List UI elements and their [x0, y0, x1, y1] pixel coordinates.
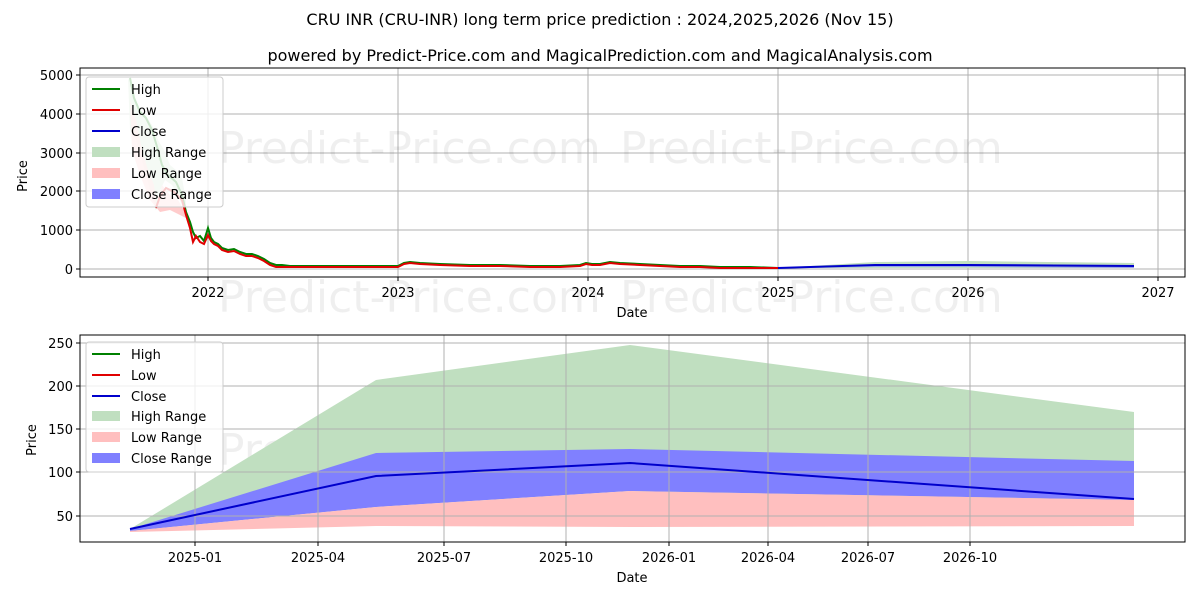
legend-close-range-swatch	[92, 453, 120, 463]
x-tick-label: 2026-07	[841, 551, 895, 566]
x-tick-label: 2023	[381, 286, 414, 301]
legend-low-range-swatch	[92, 168, 120, 178]
y-tick-label: 150	[48, 423, 73, 438]
watermark: Predict-Price.com	[620, 272, 1003, 323]
y-tick-label: 3000	[40, 147, 73, 162]
x-tick-label: 2025-01	[168, 551, 222, 566]
x-tick-label: 2026-04	[741, 551, 795, 566]
x-tick-label: 2026	[951, 286, 984, 301]
legend-high-label: High	[131, 348, 161, 363]
y-tick-label: 200	[48, 380, 73, 395]
legend-close-label: Close	[131, 390, 166, 405]
x-tick-label: 2025-07	[417, 551, 471, 566]
top-x-ticks	[207, 277, 1159, 281]
legend-low-range-label: Low Range	[131, 431, 202, 446]
legend-close-label: Close	[131, 125, 166, 140]
low-line-history	[155, 186, 778, 269]
legend-close-range-swatch	[92, 189, 120, 199]
bottom-grid	[80, 335, 1185, 542]
close-line-forecast	[777, 264, 1135, 269]
y-tick-label: 100	[48, 466, 73, 481]
y-tick-label: 1000	[40, 224, 73, 239]
y-tick-label: 0	[65, 263, 73, 278]
legend-high-range-swatch	[92, 147, 120, 157]
bottom-x-ticks	[194, 542, 971, 546]
legend-high-range-swatch	[92, 411, 120, 421]
watermark: Predict-Price.com	[218, 123, 601, 174]
legend-high-label: High	[131, 83, 161, 98]
x-tick-label: 2027	[1141, 286, 1174, 301]
top-axes-frame	[79, 67, 1186, 278]
bottom-chart: Predict-Price.com Predict-Price.com	[25, 334, 1186, 586]
chart-title: CRU INR (CRU-INR) long term price predic…	[306, 10, 894, 29]
x-axis-label: Date	[616, 306, 647, 321]
x-axis-label: Date	[616, 571, 647, 586]
y-tick-label: 5000	[40, 69, 73, 84]
watermark: Predict-Price.com	[218, 272, 601, 323]
legend-low-label: Low	[131, 104, 157, 119]
y-axis-label: Price	[25, 424, 40, 456]
legend-close-range-label: Close Range	[131, 452, 212, 467]
legend-low-range-label: Low Range	[131, 167, 202, 182]
x-tick-label: 2026-01	[642, 551, 696, 566]
legend-low-range-swatch	[92, 432, 120, 442]
y-tick-label: 2000	[40, 185, 73, 200]
x-tick-label: 2026-10	[943, 551, 997, 566]
top-chart: Predict-Price.com Predict-Price.com Pred…	[16, 67, 1186, 323]
y-tick-label: 4000	[40, 108, 73, 123]
top-legend: High Low Close High Range Low Range Clos…	[85, 76, 224, 208]
y-axis-label: Price	[16, 160, 31, 192]
legend-close-range-label: Close Range	[131, 188, 212, 203]
close-range-area	[130, 449, 1134, 531]
chart-subtitle: powered by Predict-Price.com and Magical…	[267, 46, 933, 65]
top-grid	[80, 68, 1185, 277]
close-forecast-line	[129, 461, 1135, 530]
watermark: Predict-Price.com	[620, 123, 1003, 174]
x-tick-label: 2025	[761, 286, 794, 301]
y-tick-label: 50	[56, 510, 73, 525]
x-tick-label: 2024	[571, 286, 604, 301]
bottom-y-ticks	[76, 342, 80, 517]
legend-low-label: Low	[131, 369, 157, 384]
x-tick-label: 2022	[191, 286, 224, 301]
bottom-legend: High Low Close High Range Low Range Clos…	[85, 341, 224, 473]
x-tick-label: 2025-04	[291, 551, 345, 566]
y-tick-label: 250	[48, 337, 73, 352]
legend-high-range-label: High Range	[131, 410, 206, 425]
low-range-area	[130, 491, 1134, 532]
legend-high-range-label: High Range	[131, 146, 206, 161]
bottom-axes-frame	[79, 334, 1186, 543]
x-tick-label: 2025-10	[539, 551, 593, 566]
top-y-ticks	[76, 74, 80, 270]
